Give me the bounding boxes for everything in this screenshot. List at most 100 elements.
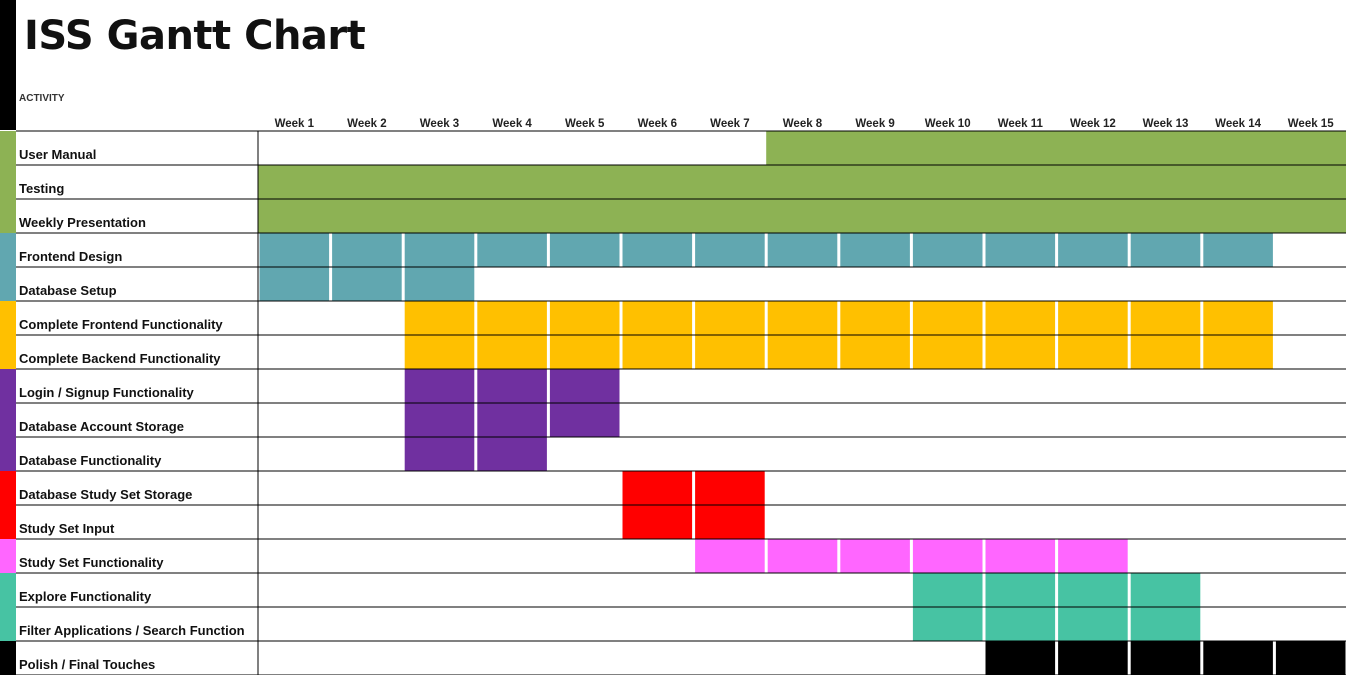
task-week-cell <box>840 301 910 335</box>
task-week-cell <box>695 335 765 369</box>
task-week-cell <box>767 233 838 267</box>
title-accent-bar <box>0 0 16 130</box>
task-label: Study Set Input <box>19 521 115 536</box>
task-week-cell <box>985 573 1056 607</box>
week-header-label: Week 15 <box>1288 118 1334 130</box>
task-week-cell <box>767 301 838 335</box>
task-week-cell <box>404 403 475 437</box>
task-week-cell <box>985 607 1056 641</box>
task-week-cell <box>622 233 693 267</box>
week-header-label: Week 10 <box>925 118 971 130</box>
task-label: Study Set Functionality <box>19 555 164 570</box>
task-week-cell <box>622 301 693 335</box>
task-week-cell <box>840 539 910 573</box>
task-week-cell <box>985 301 1056 335</box>
task-week-cell <box>1058 539 1128 573</box>
task-label: Database Account Storage <box>19 419 184 434</box>
task-bar <box>766 131 1346 165</box>
category-color-strip <box>0 471 16 539</box>
task-week-cell <box>404 369 475 403</box>
week-header-label: Week 4 <box>492 118 532 130</box>
task-label: Filter Applications / Search Function <box>19 623 245 638</box>
task-week-cell <box>840 233 910 267</box>
task-week-cell <box>622 505 693 539</box>
task-label: Polish / Final Touches <box>19 657 155 672</box>
task-label: Database Setup <box>19 283 117 298</box>
week-header-label: Week 6 <box>638 118 677 130</box>
task-week-cell <box>259 267 330 301</box>
task-week-cell <box>1130 641 1201 675</box>
week-header-label: Week 14 <box>1215 118 1261 130</box>
task-week-cell <box>1130 233 1201 267</box>
task-week-cell <box>332 233 402 267</box>
task-week-cell <box>477 335 547 369</box>
task-week-cell <box>622 471 693 505</box>
task-label: User Manual <box>19 147 96 162</box>
task-week-cell <box>840 335 910 369</box>
week-header-label: Week 13 <box>1143 118 1189 130</box>
task-week-cell <box>985 539 1056 573</box>
week-header-label: Week 8 <box>783 118 823 130</box>
task-week-cell <box>912 335 983 369</box>
task-week-cell <box>477 369 547 403</box>
task-week-cell <box>1058 335 1128 369</box>
task-week-cell <box>1058 641 1128 675</box>
task-label: Complete Backend Functionality <box>19 351 221 366</box>
task-week-cell <box>912 573 983 607</box>
task-week-cell <box>912 301 983 335</box>
task-week-cell <box>767 539 838 573</box>
task-week-cell <box>1275 641 1346 675</box>
task-bar <box>258 199 1346 233</box>
task-week-cell <box>1130 607 1201 641</box>
task-week-cell <box>259 233 330 267</box>
task-week-cell <box>404 267 475 301</box>
task-label: Frontend Design <box>19 249 122 264</box>
task-week-cell <box>1058 233 1128 267</box>
task-week-cell <box>1058 301 1128 335</box>
task-week-cell <box>912 607 983 641</box>
week-header-label: Week 12 <box>1070 118 1116 130</box>
task-week-cell <box>695 539 765 573</box>
week-header-label: Week 3 <box>420 118 459 130</box>
category-color-strip <box>0 573 16 641</box>
task-week-cell <box>912 539 983 573</box>
task-week-cell <box>549 403 620 437</box>
task-label: Explore Functionality <box>19 589 152 604</box>
task-week-cell <box>985 233 1056 267</box>
task-week-cell <box>1058 607 1128 641</box>
activity-header: ACTIVITY <box>19 93 65 104</box>
week-header-label: Week 9 <box>855 118 894 130</box>
category-color-strip <box>0 539 16 573</box>
week-header-label: Week 5 <box>565 118 605 130</box>
task-week-cell <box>912 233 983 267</box>
task-week-cell <box>549 233 620 267</box>
task-week-cell <box>1130 335 1201 369</box>
task-week-cell <box>404 233 475 267</box>
week-header-label: Week 7 <box>710 118 749 130</box>
task-label: Database Functionality <box>19 453 162 468</box>
task-week-cell <box>1203 335 1273 369</box>
task-week-cell <box>695 471 765 505</box>
task-week-cell <box>1203 641 1273 675</box>
task-week-cell <box>477 403 547 437</box>
task-week-cell <box>1130 301 1201 335</box>
task-week-cell <box>695 505 765 539</box>
task-label: Complete Frontend Functionality <box>19 317 223 332</box>
task-week-cell <box>404 437 475 471</box>
task-week-cell <box>549 335 620 369</box>
category-color-strip <box>0 131 16 233</box>
task-week-cell <box>477 301 547 335</box>
task-week-cell <box>1058 573 1128 607</box>
task-week-cell <box>1130 573 1201 607</box>
task-week-cell <box>477 437 547 471</box>
week-header-label: Week 2 <box>347 118 386 130</box>
category-color-strip <box>0 641 16 675</box>
category-color-strip <box>0 301 16 369</box>
task-week-cell <box>622 335 693 369</box>
task-week-cell <box>549 369 620 403</box>
task-week-cell <box>695 301 765 335</box>
task-label: Database Study Set Storage <box>19 487 192 502</box>
task-bar <box>258 165 1346 199</box>
task-week-cell <box>549 301 620 335</box>
